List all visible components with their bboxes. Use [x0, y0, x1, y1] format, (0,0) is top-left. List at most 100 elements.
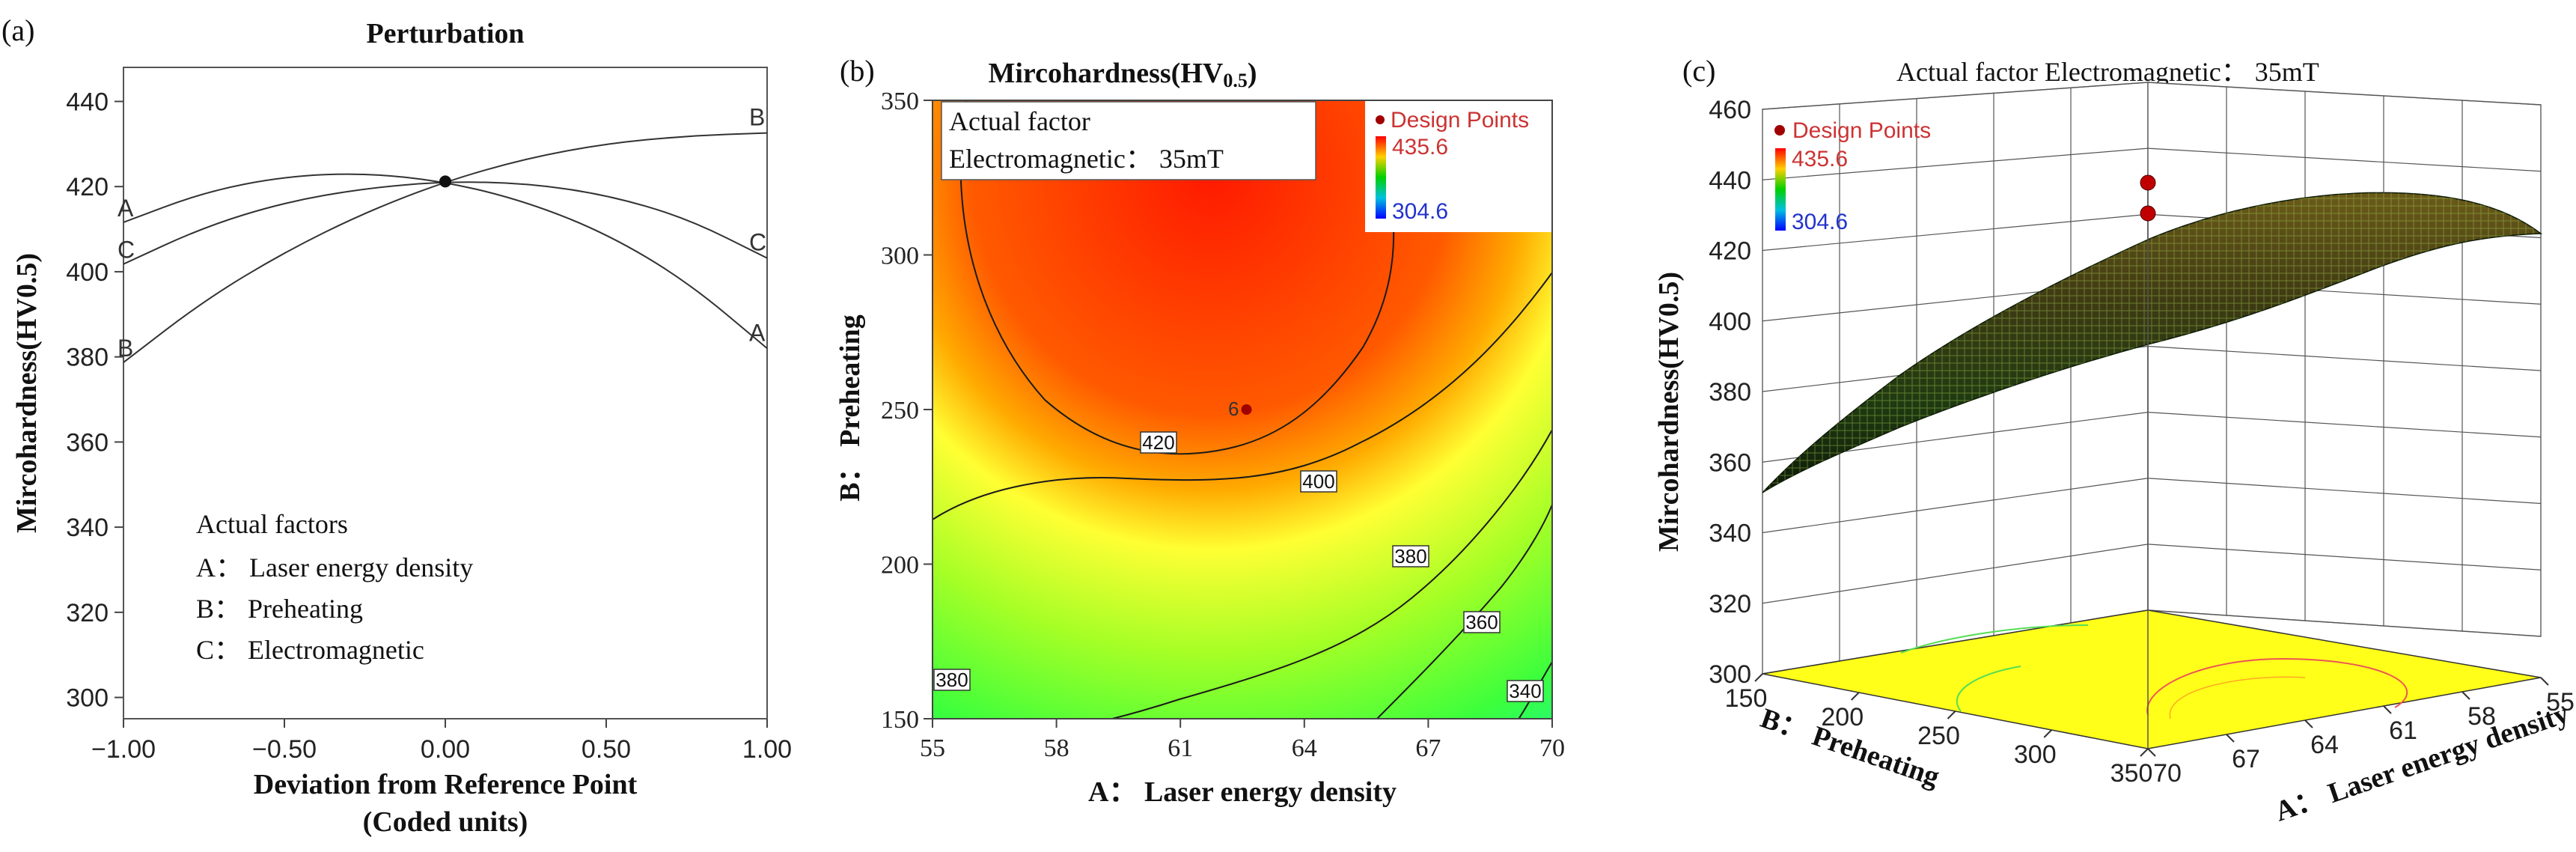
- panel-a-series: A A B B C C: [117, 104, 768, 363]
- wall-grid-line: [1762, 213, 2149, 252]
- panel-b-contour-lines: [933, 100, 1552, 719]
- panel-c-back-walls: [1762, 82, 2542, 675]
- reference-point: [439, 175, 451, 188]
- panel-c: (c) Actual factor Electromagnetic： 35mT: [1653, 54, 2575, 828]
- panel-c-label: (c): [1682, 54, 1715, 88]
- x-tick-mark: [2383, 705, 2392, 714]
- panel-b-colorbar-min: 304.6: [1392, 199, 1448, 224]
- z-tick-label: 420: [1709, 237, 1751, 266]
- wall-grid-line: [2147, 544, 2542, 570]
- panel-b-x-axis: 55 58 61 64 67 70: [920, 719, 1565, 762]
- panel-c-legend-marker: [1774, 125, 1785, 136]
- x-tick-label: −0.50: [252, 735, 317, 764]
- panel-b-annotation-line1: Actual factor: [949, 106, 1090, 136]
- panel-b-label: (b): [840, 54, 875, 88]
- panel-a-legend-item-c: C： Electromagnetic: [196, 635, 424, 665]
- x-tick-mark: [2461, 691, 2470, 700]
- panel-a-title: Perturbation: [366, 18, 524, 49]
- y-tick-label: 400: [66, 258, 109, 287]
- x-tick-label: 1.00: [742, 735, 792, 764]
- series-line-c: [123, 181, 768, 265]
- x-tick-mark: [2147, 748, 2156, 757]
- contour-label-420: 420: [1142, 431, 1174, 454]
- series-label-start-b: B: [117, 335, 133, 362]
- y-tick-label: 250: [881, 397, 919, 425]
- wall-grid-line: [1762, 82, 2149, 110]
- panel-c-y-axis: 150 200 250 300 350: [1725, 673, 2153, 788]
- y-tick-label: 440: [66, 88, 109, 116]
- y-tick-label: 350: [2110, 759, 2153, 788]
- design-point-marker: [1241, 404, 1252, 415]
- wall-grid-line: [2147, 345, 2542, 371]
- panel-b-annotation-line2: Electromagnetic： 35mT: [949, 144, 1224, 174]
- panel-c-design-point-2: [2140, 205, 2156, 222]
- panel-c-design-points: [2140, 174, 2156, 240]
- panel-a-legend-item-b: B： Preheating: [196, 594, 363, 624]
- z-tick-label: 300: [1709, 660, 1751, 689]
- wall-grid-line: [2147, 147, 2542, 172]
- wall-grid-line: [2147, 82, 2542, 106]
- x-tick-label: 64: [1292, 734, 1317, 762]
- panel-c-x-axis: 55 58 61 64 67 70: [2147, 677, 2575, 788]
- panel-a-legend-title: Actual factors: [196, 509, 348, 539]
- panel-c-floor-contour-orange: [2169, 676, 2306, 719]
- contour-label-340: 340: [1509, 680, 1541, 702]
- y-tick-label: 300: [881, 243, 919, 270]
- panel-b-colorbar: [1376, 136, 1386, 219]
- panel-a-y-axis: 300 320 340 360 380 400 420 440: [66, 88, 123, 713]
- x-tick-label: 55: [920, 734, 945, 762]
- panel-a-x-axis: −1.00 −0.50 0.00 0.50 1.00: [91, 719, 792, 764]
- z-tick-label: 360: [1709, 448, 1751, 477]
- y-tick-label: 350: [881, 88, 919, 115]
- panel-c-colorbar-min: 304.6: [1792, 210, 1848, 234]
- panel-a-ylabel: Mircohardness(HV0.5): [11, 253, 43, 533]
- wall-grid-line: [1762, 147, 2149, 180]
- z-tick-label: 340: [1709, 520, 1751, 548]
- y-tick-mark: [1947, 710, 1956, 719]
- wall-grid-line: [2147, 478, 2542, 505]
- y-tick-label: 200: [1821, 703, 1864, 731]
- y-tick-label: 150: [881, 706, 919, 734]
- series-label-start-c: C: [117, 237, 135, 264]
- y-tick-label: 300: [66, 684, 109, 713]
- panel-b-contour-labels: 420 400 380 360 340 380: [933, 431, 1544, 702]
- panel-b: (b) Mircohardness(HV0.5) 420 400: [834, 54, 1565, 808]
- contour-line-380: [1108, 429, 1552, 719]
- y-tick-label: 360: [66, 428, 109, 457]
- y-tick-mark: [1851, 692, 1860, 701]
- contour-line-420: [959, 100, 1395, 455]
- wall-grid-line: [1762, 544, 2149, 604]
- panel-b-plot: 420 400 380 360 340 380 Actual factor El…: [932, 100, 1553, 719]
- contour-label-400: 400: [1302, 470, 1334, 493]
- panel-c-legend-title: Design Points: [1792, 118, 1931, 143]
- x-tick-label: 70: [2153, 759, 2182, 788]
- panel-b-title: Mircohardness(HV0.5): [989, 58, 1257, 91]
- panel-b-y-axis: 150 200 250 300 350: [881, 88, 933, 734]
- panel-a: (a) Perturbation −1.00 −0.50 0.00 0.50 1.00 …: [1, 13, 792, 838]
- x-tick-mark: [2540, 677, 2549, 686]
- panel-c-colorbar: [1775, 148, 1786, 231]
- series-line-b: [123, 132, 768, 363]
- x-tick-mark: [2304, 719, 2313, 728]
- design-point-label: 6: [1228, 398, 1239, 420]
- panel-b-legend: Design Points 435.6 304.6: [1365, 100, 1552, 232]
- x-tick-label: 61: [2389, 716, 2417, 745]
- panel-c-floor-contour-red: [2146, 657, 2408, 716]
- contour-line-400: [933, 272, 1552, 520]
- y-tick-mark: [1754, 673, 1763, 682]
- panel-b-annotation: Actual factor Electromagnetic： 35mT: [941, 101, 1316, 180]
- x-tick-label: 0.00: [421, 735, 470, 764]
- z-tick-label: 460: [1709, 96, 1751, 124]
- y-tick-label: 250: [1917, 722, 1960, 750]
- y-tick-mark: [2140, 748, 2149, 757]
- panel-c-right-wall: [2147, 82, 2542, 637]
- contour-label-380-left: 380: [936, 669, 968, 691]
- panel-b-xlabel: A： Laser energy density: [1088, 776, 1397, 808]
- y-tick-label: 420: [66, 173, 109, 201]
- wall-grid-line: [2147, 412, 2542, 438]
- series-label-end-a: A: [749, 319, 766, 346]
- panel-a-label: (a): [1, 13, 34, 47]
- panel-c-surface-mesh: [1762, 192, 2541, 493]
- panel-c-zlabel: Mircohardness(HV0.5): [1653, 272, 1685, 552]
- series-label-start-a: A: [117, 195, 134, 222]
